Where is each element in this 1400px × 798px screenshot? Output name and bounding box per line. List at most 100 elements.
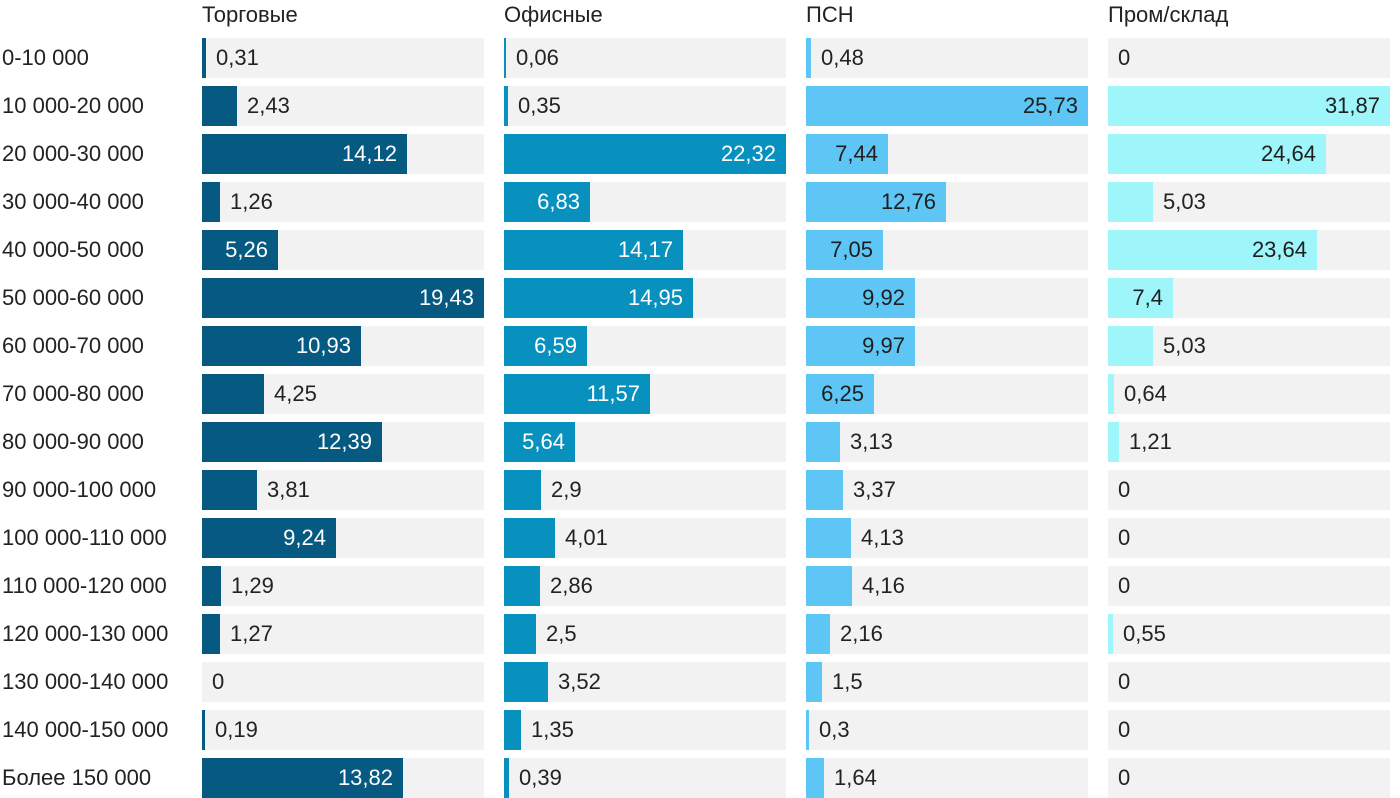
bar-track: 0 (1108, 518, 1390, 558)
bar (202, 758, 403, 798)
bar (1108, 374, 1114, 414)
bar (806, 422, 840, 462)
panel-title: Офисные (504, 2, 603, 27)
data-label: 25,73 (1022, 93, 1078, 118)
bar (504, 230, 683, 270)
bar (806, 518, 851, 558)
bar-track: 2,9 (504, 470, 786, 510)
data-label: 4,16 (862, 573, 905, 598)
bar (202, 710, 205, 750)
category-label: 140 000-150 000 (2, 717, 169, 742)
bar-track: 6,83 (504, 182, 786, 222)
category-label: 120 000-130 000 (2, 621, 169, 646)
bar-track: 10,93 (202, 326, 484, 366)
bar (504, 710, 521, 750)
bar (202, 422, 382, 462)
bar-track: 0,31 (202, 38, 484, 78)
bar-track: 3,52 (504, 662, 786, 702)
bar (1108, 230, 1317, 270)
data-label: 0 (1118, 573, 1131, 598)
data-label: 0 (212, 669, 225, 694)
data-label: 7,4 (1132, 285, 1163, 310)
bar-track: 2,5 (504, 614, 786, 654)
data-label: 0,39 (519, 765, 562, 790)
data-label: 9,24 (283, 525, 326, 550)
data-label: 3,52 (558, 669, 601, 694)
bar (806, 86, 1088, 126)
panel-title: Торговые (202, 2, 298, 27)
data-label: 2,86 (550, 573, 593, 598)
data-label: 3,81 (267, 477, 310, 502)
bar-track: 0 (1108, 470, 1390, 510)
data-label: 22,32 (720, 141, 776, 166)
data-label: 0,35 (518, 93, 561, 118)
bar-track: 0 (1108, 38, 1390, 78)
bar (1108, 422, 1119, 462)
bar (504, 422, 575, 462)
bar-track: 1,5 (806, 662, 1088, 702)
bar (1108, 614, 1113, 654)
bar-track: 7,05 (806, 230, 1088, 270)
bar-track: 12,39 (202, 422, 484, 462)
bar (806, 758, 824, 798)
bar-track: 2,43 (202, 86, 484, 126)
data-label: 31,87 (1324, 93, 1380, 118)
bar-track: 0 (1108, 662, 1390, 702)
bar-track: 13,82 (202, 758, 484, 798)
bar (202, 182, 220, 222)
bar (1108, 326, 1153, 366)
bar-track: 0 (1108, 566, 1390, 606)
bar (504, 182, 590, 222)
bar-track: 0 (1108, 758, 1390, 798)
bar-track: 0 (1108, 710, 1390, 750)
data-label: 7,05 (830, 237, 873, 262)
bar (504, 134, 786, 174)
bar-track: 23,64 (1108, 230, 1390, 270)
data-label: 5,26 (225, 237, 268, 262)
category-label: 50 000-60 000 (2, 285, 144, 310)
data-label: 2,43 (247, 93, 290, 118)
data-label: 0,31 (216, 45, 259, 70)
category-label: 110 000-120 000 (2, 573, 167, 598)
bar (202, 278, 484, 318)
data-label: 0,19 (215, 717, 258, 742)
bar (202, 566, 221, 606)
bar (202, 470, 257, 510)
data-label: 1,27 (230, 621, 273, 646)
category-label: 40 000-50 000 (2, 237, 144, 262)
data-label: 4,25 (274, 381, 317, 406)
data-label: 12,76 (880, 189, 936, 214)
bar (504, 566, 540, 606)
bar-track: 19,43 (202, 278, 484, 318)
bar (806, 374, 874, 414)
data-label: 3,13 (850, 429, 893, 454)
bar-track: 0,3 (806, 710, 1088, 750)
bar (504, 326, 587, 366)
data-label: 1,5 (832, 669, 863, 694)
bar (806, 614, 830, 654)
data-label: 1,21 (1129, 429, 1172, 454)
data-label: 0 (1118, 525, 1131, 550)
bar (504, 518, 555, 558)
category-label: 10 000-20 000 (2, 93, 144, 118)
data-label: 2,5 (546, 621, 577, 646)
bar-track: 14,12 (202, 134, 484, 174)
data-label: 5,64 (522, 429, 565, 454)
data-label: 11,57 (586, 381, 640, 406)
bar-track: 9,24 (202, 518, 484, 558)
bar (202, 326, 361, 366)
bar-track: 11,57 (504, 374, 786, 414)
bar-track: 14,95 (504, 278, 786, 318)
data-label: 23,64 (1251, 237, 1307, 262)
data-label: 1,26 (230, 189, 273, 214)
bar (202, 86, 237, 126)
bar (806, 326, 915, 366)
bar-track: 31,87 (1108, 86, 1390, 126)
data-label: 0,55 (1123, 621, 1166, 646)
bar-track: 2,16 (806, 614, 1088, 654)
bar-track: 9,92 (806, 278, 1088, 318)
data-label: 0,64 (1124, 381, 1167, 406)
data-label: 14,12 (341, 141, 397, 166)
bar-track: 0,64 (1108, 374, 1390, 414)
data-label: 12,39 (316, 429, 372, 454)
